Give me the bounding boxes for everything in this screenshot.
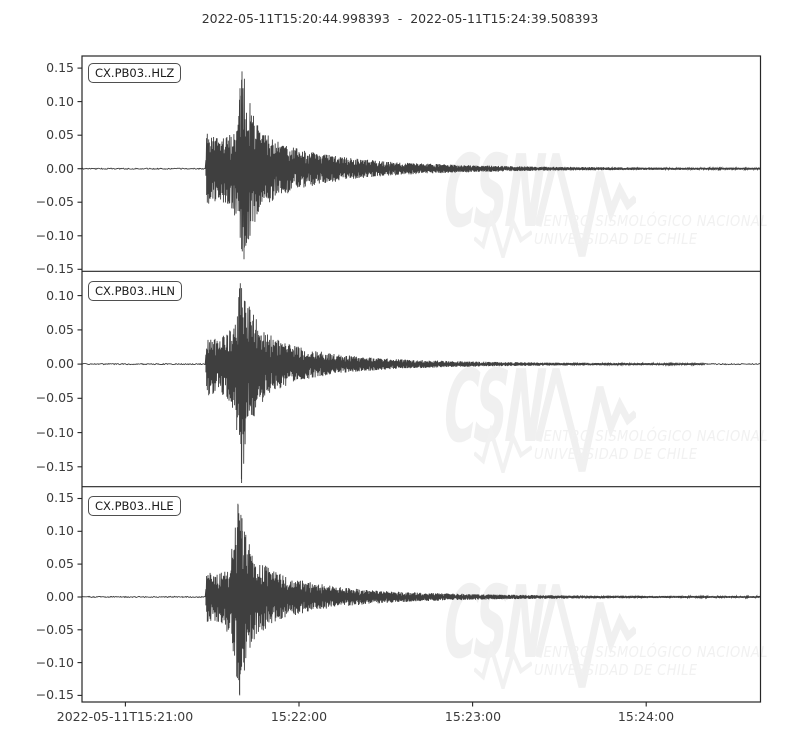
y-axis-tick-label: 0.00 (46, 161, 74, 176)
seismic-zigzag-icon (536, 584, 636, 688)
seismic-zigzag-small-icon (474, 425, 532, 473)
y-axis-tick-label: 0.05 (46, 556, 74, 571)
watermark-org-line1: CENTRO SISMOLÓGICO NACIONAL (534, 212, 768, 230)
trace-label-hln: CX.PB03..HLN (88, 281, 182, 301)
seismic-zigzag-small-icon (474, 641, 532, 689)
y-axis-tick-label: −0.10 (35, 655, 74, 670)
y-axis-tick-label: −0.10 (35, 228, 74, 243)
csn-watermark: CSN CENTRO SISMOLÓGICO NACIONAL UNIVERSI… (441, 133, 767, 263)
y-axis-tick-label: 0.00 (46, 356, 74, 371)
y-axis-tick-label: 0.05 (46, 322, 74, 337)
watermark-org-line1: CENTRO SISMOLÓGICO NACIONAL (534, 427, 768, 445)
y-axis-tick-label: −0.10 (35, 425, 74, 440)
watermark-org-line2: UNIVERSIDAD DE CHILE (534, 445, 698, 463)
watermark-org-line2: UNIVERSIDAD DE CHILE (534, 230, 698, 248)
y-axis-tick-label: 0.10 (46, 94, 74, 109)
y-axis-tick-label: 0.05 (46, 127, 74, 142)
x-axis-tick-label: 15:23:00 (444, 709, 502, 724)
trace-label-hle: CX.PB03..HLE (88, 496, 181, 516)
x-axis-tick-label: 15:22:00 (270, 709, 328, 724)
seismic-zigzag-icon (536, 368, 636, 472)
x-axis-tick-label: 2022-05-11T15:21:00 (56, 709, 194, 724)
y-axis-tick-label: 0.00 (46, 589, 74, 604)
y-axis-tick-label: 0.15 (46, 490, 74, 505)
y-axis-tick-label: −0.15 (35, 261, 74, 276)
seismic-zigzag-icon (536, 153, 636, 257)
y-axis-tick-label: −0.15 (35, 459, 74, 474)
figure-title: 2022-05-11T15:20:44.998393 - 2022-05-11T… (201, 11, 599, 26)
seismic-zigzag-small-icon (474, 210, 532, 258)
trace-label-hlz: CX.PB03..HLZ (88, 63, 182, 83)
waveform-trace-CX.PB03..HLE (81, 503, 761, 696)
waveform-trace-CX.PB03..HLZ (81, 71, 761, 260)
y-axis-tick-label: −0.05 (35, 622, 74, 637)
y-axis-tick-label: 0.10 (46, 523, 74, 538)
y-axis-tick-label: 0.15 (46, 60, 74, 75)
csn-watermark: CSN CENTRO SISMOLÓGICO NACIONAL UNIVERSI… (441, 348, 767, 478)
y-axis-tick-label: −0.05 (35, 194, 74, 209)
y-axis-tick-label: −0.05 (35, 390, 74, 405)
watermark-org-line1: CENTRO SISMOLÓGICO NACIONAL (534, 643, 768, 661)
x-axis-tick-label: 15:24:00 (617, 709, 675, 724)
csn-watermark: CSN CENTRO SISMOLÓGICO NACIONAL UNIVERSI… (441, 564, 767, 694)
waveform-trace-CX.PB03..HLN (81, 283, 761, 484)
y-axis-tick-label: 0.10 (46, 288, 74, 303)
plot-frame (81, 55, 762, 703)
y-axis-tick-label: −0.15 (35, 687, 74, 702)
watermark-org-line2: UNIVERSIDAD DE CHILE (534, 661, 698, 679)
